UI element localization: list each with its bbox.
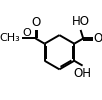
Text: O: O [23,28,31,38]
Text: CH₃: CH₃ [0,34,20,44]
Text: OH: OH [74,68,92,80]
Text: O: O [31,16,40,29]
Text: HO: HO [72,15,90,28]
Text: O: O [94,32,102,45]
